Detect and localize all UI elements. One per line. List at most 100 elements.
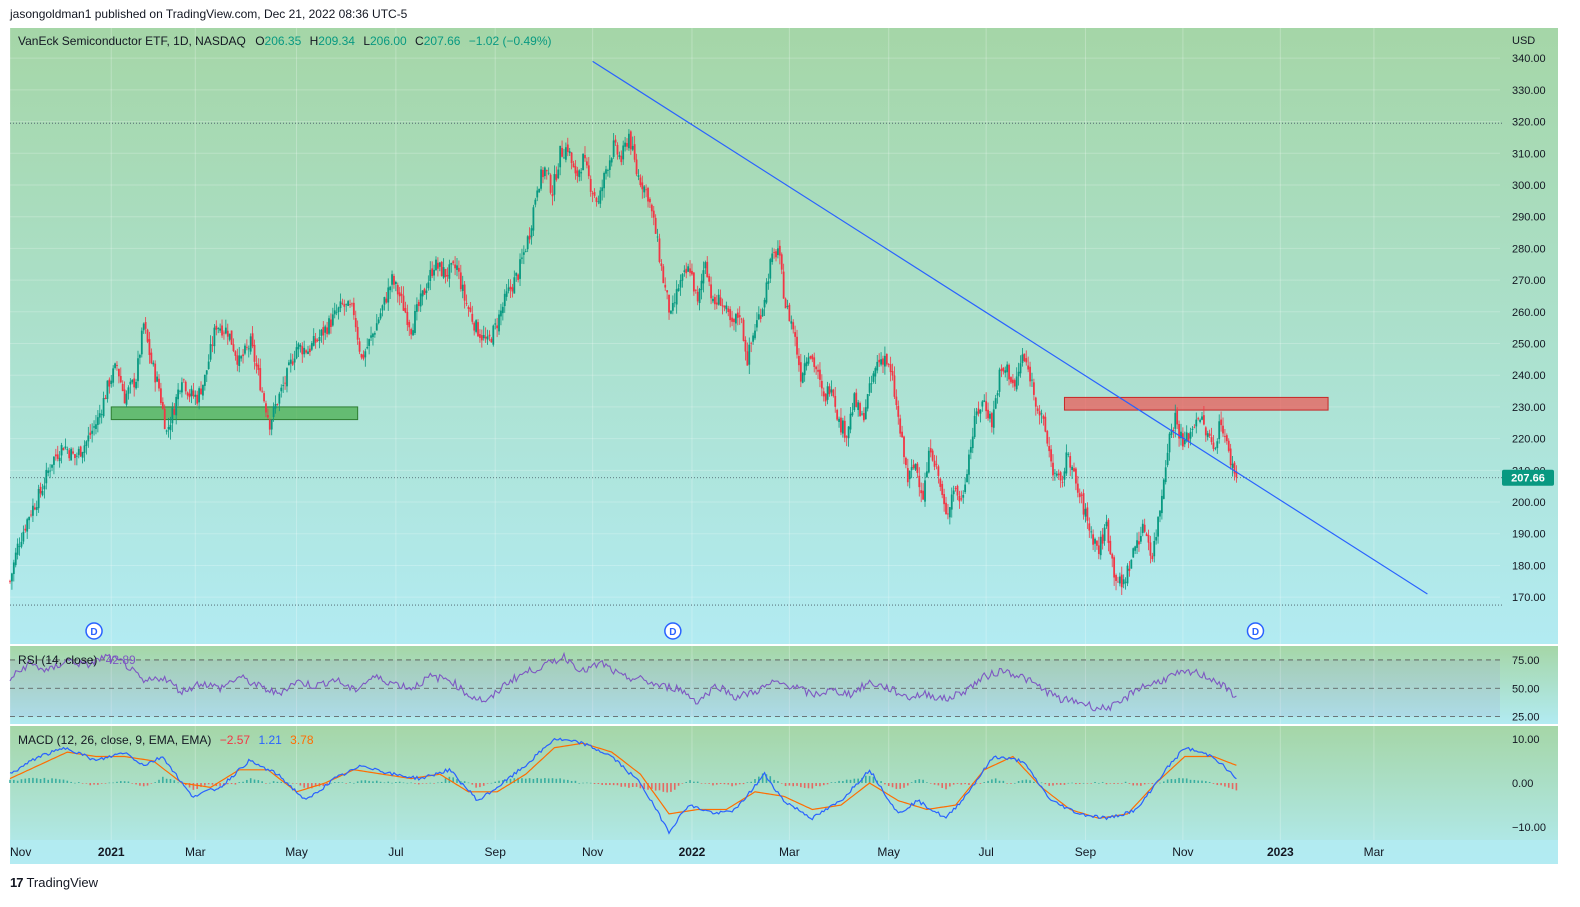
macd-hist-bar	[796, 783, 798, 786]
macd-hist-bar	[288, 782, 290, 784]
candle-body	[950, 494, 953, 510]
candle-body	[992, 409, 995, 428]
candle-body	[368, 339, 371, 346]
candle-body	[1025, 358, 1028, 363]
candle-body	[870, 383, 873, 385]
candle-body	[165, 430, 168, 432]
candle-body	[945, 502, 947, 515]
candle-body	[857, 402, 860, 411]
candle-body	[994, 398, 997, 409]
macd-hist-bar	[1029, 780, 1031, 783]
candle-body	[343, 304, 346, 307]
candle-body	[1090, 531, 1093, 533]
macd-hist-bar	[142, 783, 145, 787]
macd-hist-bar	[1063, 783, 1066, 785]
candle-body	[93, 426, 95, 428]
resistance-zone[interactable]	[1063, 396, 1329, 411]
macd-hist-bar	[956, 783, 959, 784]
macd-hist-bar	[1201, 780, 1203, 783]
candle-body	[324, 326, 327, 333]
candle-body	[1082, 493, 1085, 515]
candle-body	[1034, 397, 1037, 407]
candle-body	[9, 580, 11, 582]
macd-hist-bar	[188, 783, 191, 788]
macd-hist-bar	[926, 782, 928, 783]
candle-body	[1138, 541, 1140, 545]
macd-hist-bar	[838, 780, 840, 783]
support-zone[interactable]	[110, 406, 359, 421]
candle-body	[1222, 425, 1224, 434]
candle-body	[270, 419, 273, 430]
candle-body	[660, 263, 663, 267]
candle-body	[477, 322, 479, 337]
candle-body	[813, 357, 816, 367]
dividend-marker-1[interactable]: D	[664, 622, 682, 640]
candle-body	[404, 308, 407, 313]
candle-body	[543, 167, 546, 177]
macd-hist-bar	[964, 783, 966, 785]
candle-body	[807, 357, 810, 364]
macd-hist-bar	[353, 782, 355, 784]
macd-hist-bar	[933, 783, 936, 785]
rsi-tick-1: 50.00	[1512, 683, 1540, 695]
descending-trendline[interactable]	[592, 60, 1428, 595]
candle-body	[691, 270, 693, 275]
candle-body	[410, 329, 413, 335]
candle-body	[1178, 424, 1180, 439]
candle-body	[906, 468, 909, 483]
candle-body	[715, 302, 718, 305]
macd-hist-bar	[494, 781, 497, 783]
candle-body	[104, 397, 107, 399]
candle-body	[1115, 575, 1117, 581]
macd-hist-bar	[582, 782, 584, 784]
candle-body	[1172, 429, 1175, 432]
macd-hist-bar	[16, 780, 19, 783]
macd-hist-bar	[773, 779, 775, 783]
macd-hist-bar	[1098, 782, 1100, 784]
macd-hist-bar	[983, 782, 986, 783]
macd-hist-bar	[1040, 782, 1043, 784]
candle-body	[226, 330, 229, 337]
macd-hist-bar	[738, 783, 741, 785]
candle-body	[58, 457, 61, 462]
macd-hist-bar	[475, 783, 477, 788]
candle-body	[1136, 540, 1138, 548]
candle-body	[861, 413, 863, 415]
macd-hist-bar	[226, 783, 229, 785]
macd-hist-bar	[570, 780, 573, 783]
macd-hist-bar	[1117, 783, 1119, 784]
macd-hist-bar	[162, 776, 164, 783]
candle-body	[1086, 507, 1089, 521]
candle-body	[668, 294, 670, 313]
candle-body	[394, 281, 397, 285]
macd-hist-bar	[689, 780, 691, 783]
macd-hist-bar	[1044, 783, 1047, 785]
candle-body	[515, 272, 518, 276]
candle-body	[471, 313, 474, 322]
tradingview-logo[interactable]: 17 TradingView	[10, 875, 98, 890]
candle-body	[903, 436, 905, 458]
macd-hist-bar	[693, 781, 695, 783]
price-tick-8: 260.00	[1512, 307, 1546, 319]
macd-hist-bar	[1143, 783, 1146, 785]
candle-body	[767, 281, 770, 284]
candle-body	[752, 335, 754, 342]
candle-body	[599, 190, 602, 204]
macd-hist-bar	[387, 781, 390, 783]
dividend-marker-2[interactable]: D	[1246, 622, 1265, 640]
candle-body	[568, 151, 571, 154]
candle-body	[463, 284, 466, 301]
candle-body	[1046, 431, 1049, 444]
candle-body	[467, 306, 470, 309]
macd-hist-bar	[651, 783, 653, 789]
candle-body	[620, 155, 623, 163]
candle-body	[960, 498, 963, 500]
candle-body	[694, 289, 697, 291]
dividend-marker-0[interactable]: D	[85, 622, 103, 640]
macd-hist-bar	[139, 783, 141, 786]
macd-hist-bar	[77, 782, 80, 783]
candle-body	[859, 403, 861, 417]
candle-body	[815, 366, 818, 370]
